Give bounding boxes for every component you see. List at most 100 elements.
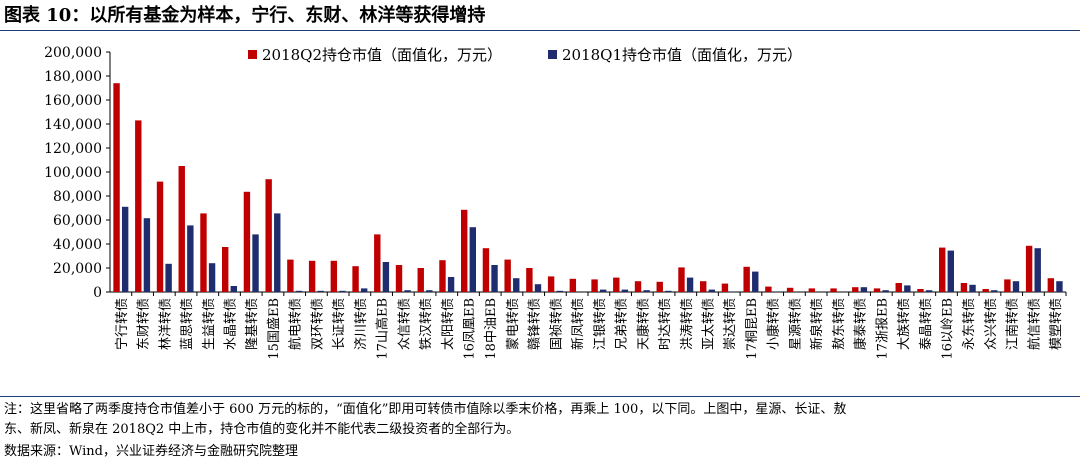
bar-2018q1 [621, 289, 629, 292]
footnote: 注：这里省略了两季度持仓市值差小于 600 万元的标的，“面值化”即用可转债市值… [4, 400, 1078, 440]
bar-2018q1 [1012, 281, 1020, 292]
bar-2018q1 [708, 289, 715, 292]
footnote-line-1: 注：这里省略了两季度持仓市值差小于 600 万元的标的，“面值化”即用可转债市值… [4, 402, 847, 417]
bar-2018q2 [178, 166, 185, 292]
bar-2018q2 [613, 277, 620, 292]
x-tick-label: 天康转债 [635, 298, 651, 350]
legend-label: 2018Q2持仓市值（面值化，万元） [262, 46, 502, 64]
bar-2018q2 [678, 267, 685, 292]
data-source: 数据来源：Wind，兴业证券经济与金融研究院整理 [4, 444, 298, 459]
legend-swatch [248, 50, 257, 59]
bar-2018q1 [904, 285, 911, 292]
y-tick-label: 140,000 [44, 117, 102, 133]
bar-2018q1 [686, 277, 694, 292]
bar-2018q2 [656, 281, 663, 292]
bar-2018q1 [991, 290, 998, 292]
x-tick-label: 模塑转债 [1049, 298, 1064, 350]
bar-2018q2 [895, 283, 902, 292]
bar-2018q1 [143, 218, 151, 292]
y-tick-label: 20,000 [53, 261, 102, 277]
bar-2018q2 [700, 281, 707, 292]
x-tick-label: 宁行转债 [114, 298, 130, 350]
bar-2018q1 [317, 290, 324, 292]
bar-2018q1 [947, 250, 954, 292]
x-tick-label: 康泰转债 [853, 298, 869, 350]
bar-2018q1 [339, 290, 346, 292]
x-tick-label: 航信转债 [1026, 298, 1042, 350]
x-tick-label: 15国盛EB [267, 298, 282, 360]
x-tick-label: 生益转债 [202, 298, 217, 350]
title-rule [0, 30, 1080, 31]
bar-2018q1 [773, 291, 781, 292]
x-tick-label: 敖东转债 [831, 298, 847, 350]
bar-chart: 0 20,000 40,000 60,000 80,000 100,000 120,000 1… [44, 45, 1067, 360]
bar-2018q1 [752, 271, 759, 292]
bar-2018q2 [830, 288, 837, 292]
y-tick-label: 100,000 [44, 165, 102, 181]
bar-2018q2 [526, 268, 533, 292]
x-tick-label: 17浙报EB [875, 298, 890, 360]
x-tick-label: 赣锋转债 [528, 298, 543, 350]
bar-2018q1 [208, 263, 216, 292]
bar-2018q2 [786, 287, 794, 292]
y-axis: 0 20,000 40,000 60,000 80,000 100,000 120,000 1… [44, 45, 1067, 301]
bar-2018q2 [1025, 245, 1033, 292]
note-rule [0, 396, 1080, 397]
x-tick-label: 双环转债 [310, 298, 325, 350]
bar-2018q1 [556, 290, 563, 292]
x-tick-label: 新泉转债 [809, 298, 825, 350]
x-tick-label: 东财转债 [137, 298, 152, 350]
x-tick-label: 泰晶转债 [919, 298, 934, 350]
bar-2018q2 [873, 288, 881, 292]
y-tick-label: 40,000 [53, 237, 102, 253]
bar-2018q2 [222, 247, 229, 292]
bar-2018q1 [382, 262, 390, 292]
bar-2018q1 [469, 227, 476, 292]
bar-2018q1 [404, 290, 411, 292]
bar-2018q2 [504, 259, 511, 292]
x-axis-labels: 宁行转债 东财转债 林洋转债 蓝思转债 生益转债 水晶转债 隆基转债 15国盛EB 航电转债 双环… [114, 298, 1064, 360]
bar-2018q1 [187, 225, 194, 292]
bar-2018q2 [352, 266, 359, 292]
bar-2018q2 [439, 260, 446, 292]
bar-2018q2 [113, 83, 120, 292]
bars [113, 83, 1063, 293]
x-tick-label: 新凤转债 [570, 298, 586, 350]
bar-2018q2 [156, 181, 164, 292]
bar-2018q1 [165, 263, 172, 292]
x-tick-label: 水晶转债 [224, 298, 239, 350]
bar-2018q2 [243, 191, 251, 292]
x-tick-label: 时达转债 [658, 298, 673, 350]
y-tick-label: 60,000 [53, 213, 102, 229]
bar-2018q2 [547, 276, 555, 292]
x-tick-label: 林洋转债 [158, 298, 173, 350]
x-tick-label: 隆基转债 [245, 298, 260, 350]
bar-2018q2 [135, 120, 142, 293]
y-tick-label: 180,000 [44, 69, 102, 85]
x-tick-label: 长证转债 [332, 298, 347, 350]
x-tick-label: 国祯转债 [549, 298, 564, 350]
bar-2018q2 [482, 248, 490, 292]
bar-2018q1 [599, 289, 607, 292]
bar-2018q2 [808, 288, 816, 292]
bar-2018q2 [308, 260, 316, 292]
bar-2018q2 [287, 259, 294, 292]
bar-2018q1 [730, 291, 737, 292]
bar-2018q1 [1034, 248, 1041, 292]
x-tick-label: 永东转债 [962, 298, 977, 350]
bar-2018q2 [939, 247, 946, 292]
bar-2018q1 [1056, 281, 1063, 292]
bar-2018q1 [491, 265, 498, 292]
bar-2018q2 [591, 279, 598, 292]
x-tick-label: 16凤凰EB [463, 298, 478, 360]
legend: 2018Q2持仓市值（面值化，万元） 2018Q1持仓市值（面值化，万元） [248, 46, 802, 64]
bar-2018q1 [447, 277, 455, 292]
bar-2018q2 [743, 266, 750, 292]
bar-2018q1 [882, 290, 889, 292]
figure-title: 图表 10：以所有基金为样本，宁行、东财、林洋等获得增持 [4, 5, 486, 26]
bar-2018q1 [665, 290, 672, 292]
x-tick-label: 崇达转债 [723, 298, 738, 350]
x-tick-label: 江银转债 [593, 298, 608, 350]
bar-2018q1 [513, 278, 520, 292]
x-tick-label: 众信转债 [397, 298, 412, 350]
